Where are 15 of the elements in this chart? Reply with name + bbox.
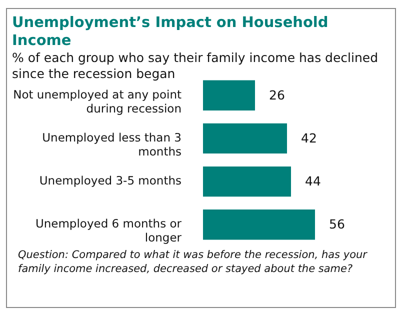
- data-label: 42: [301, 130, 317, 146]
- bar: [203, 166, 291, 197]
- y-tick-label: Unemployed 6 months or longer: [35, 216, 182, 245]
- annotation: Question: Compared to what it was before the recession, has your family income increased, decreased or stayed about the same?: [18, 248, 368, 276]
- bar: [203, 123, 287, 154]
- y-tick-label: Unemployed 3-5 months: [39, 174, 182, 188]
- data-label: 26: [269, 87, 285, 102]
- chart-subtitle: % of each group who say their family income has declined since the recession began: [12, 50, 380, 82]
- data-label: 44: [305, 174, 321, 189]
- bar: [203, 80, 255, 110]
- bar: [203, 210, 315, 240]
- y-tick-label: Not unemployed at any point during recession: [13, 87, 182, 116]
- data-label: 56: [329, 216, 345, 232]
- y-tick-label: Unemployed less than 3 months: [42, 130, 182, 158]
- chart-title: Unemployment’s Impact on Household Income: [12, 14, 330, 50]
